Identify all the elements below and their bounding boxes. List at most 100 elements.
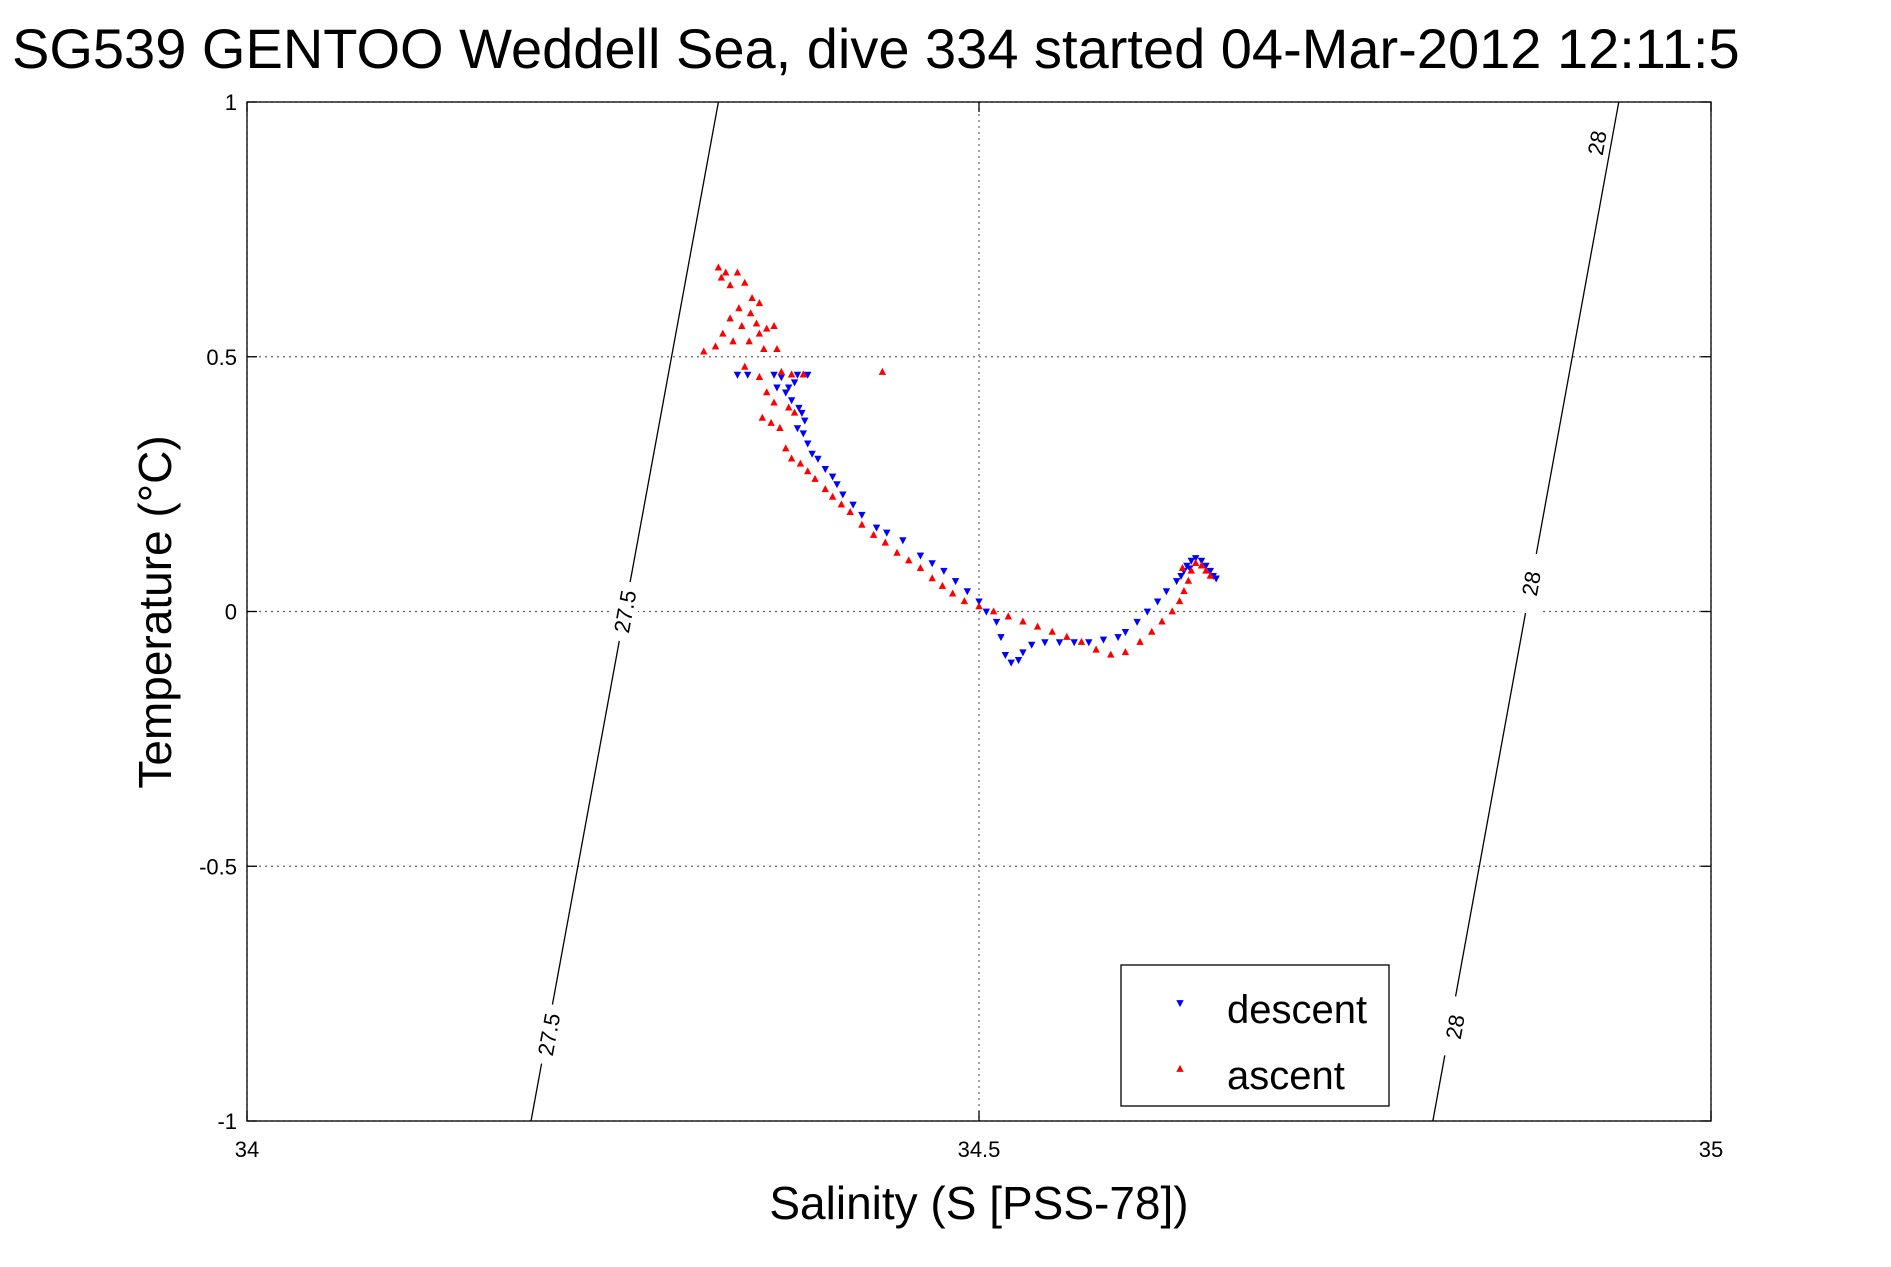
descent-point <box>795 404 803 412</box>
descent-point <box>858 511 866 519</box>
descent-point <box>777 374 786 382</box>
legend-label-ascent: ascent <box>1227 1054 1345 1098</box>
descent-point <box>1041 639 1049 647</box>
ascent-point <box>1158 617 1166 625</box>
descent-point <box>804 440 812 448</box>
descent-point <box>1114 634 1122 642</box>
legend-marker-ascent <box>1176 1064 1184 1072</box>
ascent-point <box>846 507 854 516</box>
descent-point <box>801 417 809 425</box>
ascent-point <box>1187 566 1195 574</box>
descent-point <box>773 384 781 392</box>
ascent-point <box>755 329 764 337</box>
descent-point <box>849 501 857 509</box>
descent-point <box>808 450 816 458</box>
ascent-point <box>763 388 771 396</box>
ascent-point <box>790 408 799 416</box>
ascent-point <box>975 602 983 610</box>
descent-point <box>839 491 847 499</box>
descent-point <box>1007 659 1015 667</box>
legend-marker-descent <box>1176 1000 1184 1008</box>
descent-point <box>883 529 891 537</box>
ascent-point <box>893 548 901 556</box>
ascent-point <box>745 337 753 345</box>
legend-markers <box>1176 1000 1184 1072</box>
descent-point <box>787 397 796 405</box>
descent-point <box>821 465 829 474</box>
descent-point <box>1191 555 1200 563</box>
descent-point <box>992 618 1001 626</box>
y-tick-label: -0.5 <box>199 854 237 879</box>
descent-point <box>1121 629 1130 637</box>
ascent-point <box>869 530 878 538</box>
descent-point <box>916 552 925 560</box>
ascent-point <box>828 492 837 500</box>
ascent-point <box>784 403 793 411</box>
descent-point <box>928 560 936 568</box>
ascent-point <box>755 372 764 380</box>
y-tick-label: -1 <box>217 1109 237 1134</box>
ascent-point <box>928 574 936 582</box>
y-tick-label: 0 <box>225 600 237 625</box>
descent-point <box>1162 588 1171 596</box>
isopycnal-label: 27.5 <box>533 1011 565 1058</box>
ascent-point <box>938 581 947 589</box>
legend-box <box>1120 964 1390 1107</box>
ascent-point <box>1184 576 1193 584</box>
ascent-point <box>726 314 734 322</box>
data-points <box>700 263 1220 667</box>
ascent-point <box>719 329 727 337</box>
ascent-point <box>770 398 778 406</box>
ascent-point <box>804 467 812 475</box>
ascent-point <box>916 564 925 572</box>
descent-point <box>793 371 802 379</box>
ascent-point <box>1175 597 1184 605</box>
ascent-point <box>770 322 778 330</box>
ascent-point <box>722 268 730 276</box>
chart-title: SG539 GENTOO Weddell Sea, dive 334 start… <box>12 17 1740 80</box>
descent-point <box>899 537 907 545</box>
y-tick-label: 1 <box>225 90 237 115</box>
ascent-point <box>837 500 846 508</box>
descent-point <box>828 473 837 481</box>
descent-point <box>814 455 822 463</box>
ascent-point <box>767 418 775 426</box>
ascent-point <box>760 344 768 352</box>
y-axis-label: Temperature (°C) <box>129 435 181 788</box>
ascent-point <box>1019 617 1027 625</box>
isopycnal-label: 28 <box>1441 1013 1470 1042</box>
isopycnal-label: 28 <box>1517 569 1546 598</box>
ascent-point <box>905 556 913 564</box>
descent-point <box>1197 557 1206 565</box>
descent-point <box>982 608 991 616</box>
ascent-point <box>1206 571 1215 579</box>
descent-point <box>804 371 812 379</box>
ascent-point <box>735 304 743 312</box>
descent-point <box>799 430 808 438</box>
x-tick-label: 34 <box>235 1137 259 1162</box>
descent-point <box>770 371 778 379</box>
descent-point <box>733 371 742 379</box>
descent-point <box>793 425 802 433</box>
ascent-point <box>1063 632 1071 640</box>
ascent-point <box>858 520 866 528</box>
ascent-point <box>1092 645 1100 653</box>
ascent-point <box>748 293 756 302</box>
descent-point <box>975 598 983 606</box>
x-tick-label: 34.5 <box>958 1137 1001 1162</box>
ascent-point <box>729 337 737 345</box>
ascent-point <box>717 273 726 281</box>
descent-point <box>790 379 799 387</box>
descent-point <box>940 567 948 575</box>
ascent-point <box>782 444 790 452</box>
y-tick-label: 0.5 <box>206 345 237 370</box>
descent-point <box>1085 639 1093 647</box>
ascent-point <box>741 362 749 370</box>
descent-point <box>784 384 793 392</box>
legend-label-descent: descent <box>1227 988 1367 1032</box>
ascent-point <box>700 347 708 355</box>
descent-point <box>798 409 806 417</box>
x-axis-label: Salinity (S [PSS-78]) <box>769 1177 1188 1229</box>
ascent-point <box>755 299 764 307</box>
